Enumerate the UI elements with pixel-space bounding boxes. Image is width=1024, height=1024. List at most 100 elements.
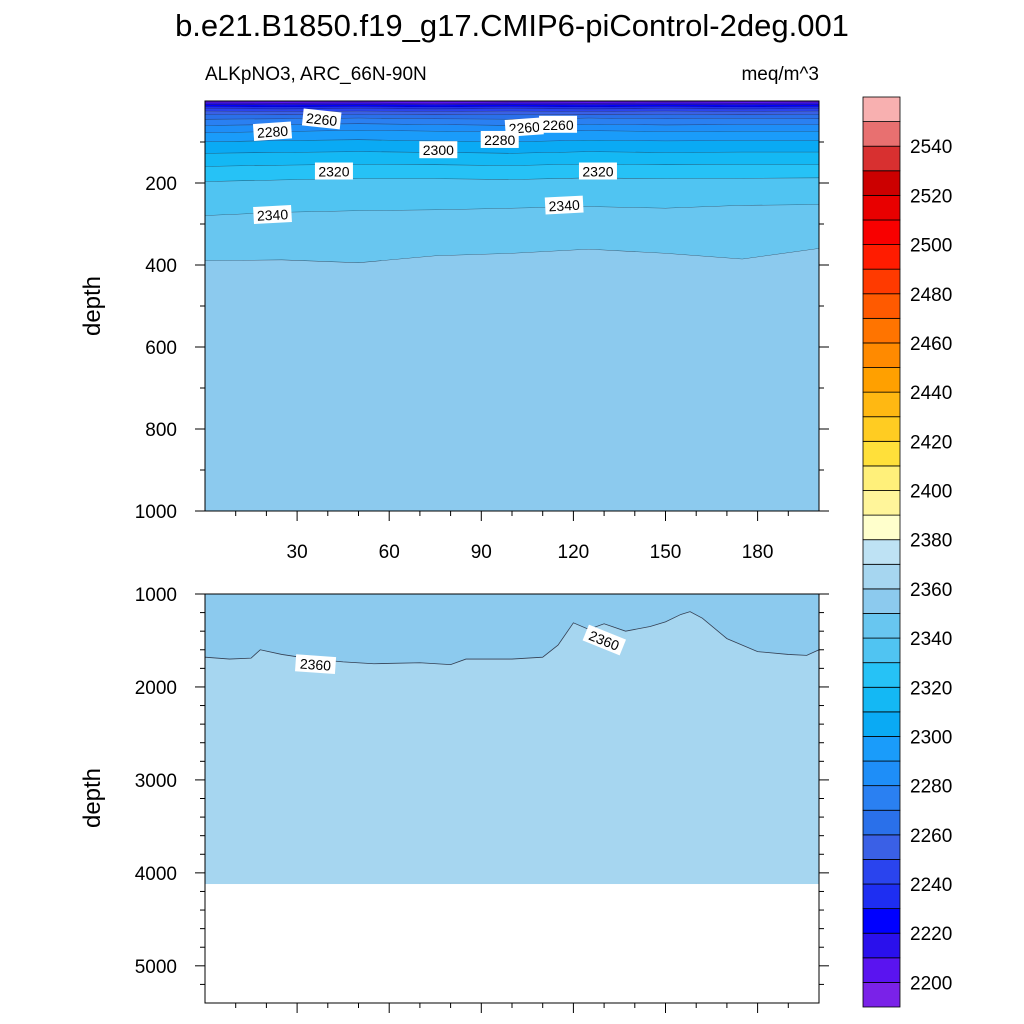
contour-label: 2280 <box>252 121 293 142</box>
colorbar-swatch <box>862 957 901 983</box>
contour-label: 2340 <box>253 204 292 224</box>
colorbar-tick-label: 2440 <box>910 383 952 404</box>
contour-label: 2260 <box>539 115 578 133</box>
contour-label-text: 2340 <box>548 197 580 215</box>
colorbar-swatch <box>862 317 901 344</box>
colorbar-tick-label: 2360 <box>910 580 952 601</box>
colorbar-swatch <box>862 121 901 147</box>
contour-label-bg <box>295 654 337 675</box>
contour-label-bg <box>253 204 292 224</box>
colorbar-swatch <box>862 662 901 688</box>
y-tick-label: 2000 <box>135 678 177 699</box>
x-tick-label: 180 <box>742 542 774 563</box>
colorbar-swatch <box>862 932 901 959</box>
x-tick-label: 30 <box>287 542 308 563</box>
colorbar-swatch <box>862 490 901 516</box>
colorbar-swatch <box>862 342 901 368</box>
colorbar-swatch <box>862 563 901 590</box>
contour-label-text: 2280 <box>256 123 288 141</box>
colorbar-swatch <box>862 219 901 245</box>
units-label: meq/m^3 <box>741 64 819 85</box>
colorbar-tick-label: 2260 <box>910 826 952 847</box>
contour-label-text: 2280 <box>484 132 515 148</box>
upper-y-axis-label: depth <box>79 276 106 336</box>
contour-label-text: 2260 <box>305 110 338 129</box>
y-tick-label: 600 <box>145 338 177 359</box>
colorbar-swatch <box>862 637 901 664</box>
colorbar-swatch <box>862 514 901 541</box>
variable-label: ALKpNO3, ARC_66N-90N <box>205 64 427 85</box>
colorbar-swatch <box>862 859 901 885</box>
contour-label-bg <box>419 141 458 159</box>
contour-band <box>205 101 819 104</box>
colorbar-swatch <box>862 613 901 639</box>
colorbar-swatch <box>862 883 901 910</box>
colorbar-swatch <box>862 367 901 393</box>
upper-axis-ticks: 200 400 600 800 1000 30 60 90 120 150 180 <box>135 141 829 563</box>
colorbar-swatch <box>862 686 901 713</box>
contour-label-text: 2300 <box>423 142 454 158</box>
contour-label: 2360 <box>295 654 337 675</box>
contour-label-text: 2360 <box>299 656 331 674</box>
y-tick-label: 4000 <box>135 864 177 885</box>
colorbar-tick-label: 2280 <box>910 777 952 798</box>
contour-label-bg <box>314 162 353 180</box>
upper-contour-fill <box>205 101 819 511</box>
contour-band <box>205 111 819 115</box>
colorbar-swatch <box>862 539 901 565</box>
contour-label-bg <box>252 121 293 142</box>
contour-band <box>205 178 819 216</box>
contour-label-text: 2340 <box>257 206 289 224</box>
lower-contour-fill <box>205 594 819 885</box>
colorbar-tick-label: 2480 <box>910 285 952 306</box>
colorbar-tick-label: 2380 <box>910 531 952 552</box>
y-tick-label: 1000 <box>135 502 177 523</box>
y-tick-label: 3000 <box>135 771 177 792</box>
contour-label: 2280 <box>480 130 519 148</box>
contour-label: 2300 <box>419 141 458 159</box>
colorbar-tick-label: 2500 <box>910 236 952 257</box>
contour-label-bg <box>578 162 617 180</box>
colorbar-tick-label: 2420 <box>910 432 952 453</box>
colorbar-swatch <box>862 982 901 1008</box>
contour-label-text: 2260 <box>542 117 573 133</box>
contour-label-bg <box>480 130 519 148</box>
colorbar-tick-label: 2200 <box>910 973 952 994</box>
contour-label-bg <box>539 115 578 133</box>
colorbar-swatch <box>862 736 901 762</box>
colorbar-tick-label: 2460 <box>910 334 952 355</box>
colorbar-tick-label: 2300 <box>910 727 952 748</box>
contour-label-text: 2320 <box>582 164 613 180</box>
lower-y-axis-label: depth <box>79 768 106 828</box>
colorbar-tick-label: 2520 <box>910 186 952 207</box>
colorbar-swatch <box>862 145 901 172</box>
colorbar-tick-label: 2320 <box>910 678 952 699</box>
colorbar-swatch <box>862 194 901 221</box>
colorbar-swatch <box>862 96 901 122</box>
x-tick-label: 150 <box>650 542 682 563</box>
colorbar-tick-label: 2540 <box>910 137 952 158</box>
colorbar-swatch <box>862 760 901 787</box>
contour-band <box>205 611 819 885</box>
colorbar-swatch <box>862 416 901 442</box>
contour-label-bg <box>544 195 584 215</box>
contour-label-bg <box>301 108 342 130</box>
colorbar-swatch <box>862 588 901 614</box>
colorbar-swatch <box>862 809 901 836</box>
contour-label: 2320 <box>314 162 353 180</box>
y-tick-label: 1000 <box>135 585 177 606</box>
contour-label: 2340 <box>544 195 584 215</box>
x-tick-label: 60 <box>379 542 400 563</box>
chart-title: b.e21.B1850.f19_g17.CMIP6-piControl-2deg… <box>175 8 849 43</box>
colorbar-tick-label: 2220 <box>910 924 952 945</box>
colorbar-swatch <box>862 834 901 860</box>
colorbar-swatch <box>862 170 901 196</box>
colorbar-swatch <box>862 391 901 418</box>
y-tick-label: 200 <box>145 174 177 195</box>
colorbar-swatch <box>862 268 901 295</box>
y-tick-label: 400 <box>145 256 177 277</box>
contour-label: 2320 <box>578 162 617 180</box>
colorbar-swatch <box>862 244 901 270</box>
